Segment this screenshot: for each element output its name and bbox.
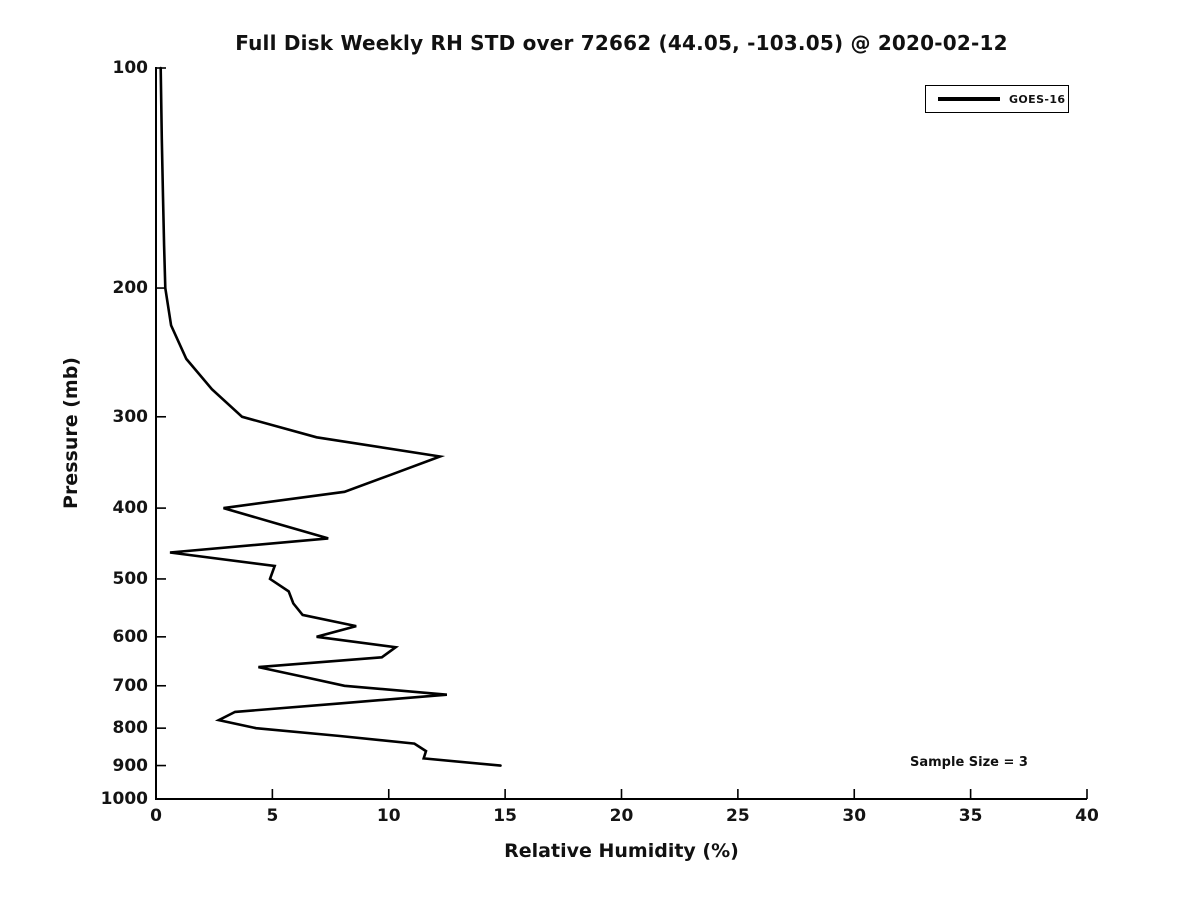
chart-title: Full Disk Weekly RH STD over 72662 (44.0… [235, 31, 1008, 55]
y-tick-label: 500 [112, 568, 149, 589]
x-tick-label: 35 [958, 806, 983, 826]
y-tick-label: 900 [112, 755, 149, 776]
y-tick-label: 700 [112, 675, 149, 696]
x-tick-label: 15 [493, 806, 517, 826]
x-tick-label: 40 [1075, 806, 1099, 826]
y-tick-label: 300 [112, 406, 149, 427]
y-tick-label: 800 [112, 718, 149, 739]
y-tick-label: 400 [112, 498, 149, 519]
legend: GOES-16 [925, 85, 1069, 113]
x-tick-label: 5 [266, 806, 279, 826]
series-curve-goes-16 [159, 66, 502, 767]
x-tick-label: 0 [150, 806, 162, 826]
y-tick-label: 100 [112, 58, 149, 78]
legend-line-sample [938, 97, 1000, 101]
y-axis-label: Pressure (mb) [60, 357, 82, 509]
sample-size-annotation: Sample Size = 3 [910, 755, 1028, 770]
axes-spines [155, 67, 1087, 800]
legend-series-label: GOES-16 [1009, 92, 1066, 106]
x-tick-label: 30 [842, 806, 867, 826]
x-axis-label: Relative Humidity (%) [504, 840, 739, 862]
y-tick-label: 1000 [100, 789, 148, 809]
x-tick-label: 20 [609, 806, 634, 826]
x-tick-label: 10 [376, 806, 401, 826]
x-tick-label: 25 [726, 806, 750, 826]
y-tick-label: 200 [112, 278, 149, 299]
y-tick-label: 600 [112, 626, 149, 647]
